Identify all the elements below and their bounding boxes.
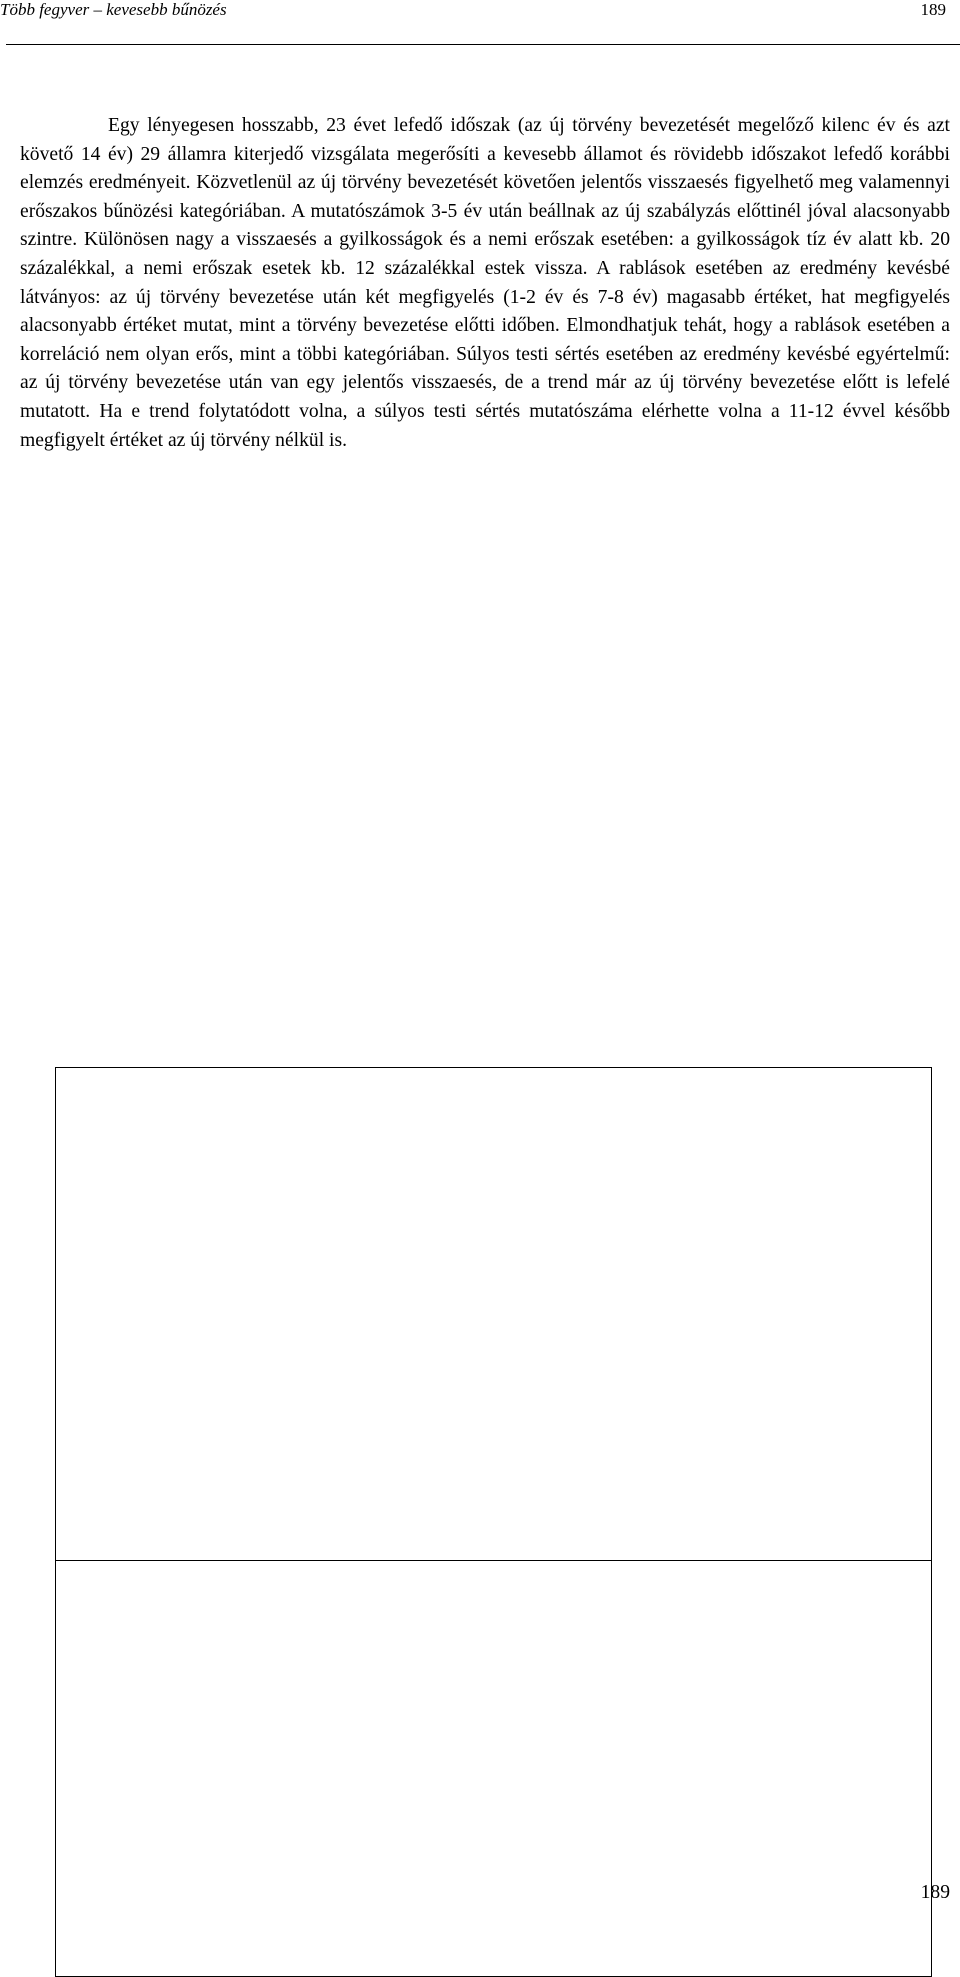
- chart-divider: [55, 1560, 932, 1561]
- murder-rate-chart: 4.54.74.95.15.35.55.75.96.16.36.5108-96-…: [55, 1067, 932, 1560]
- body-text: Egy lényegesen hosszabb, 23 évet lefedő …: [20, 112, 950, 455]
- header-rule: [6, 44, 960, 45]
- running-header-title: Több fegyver – kevesebb bűnözés: [0, 0, 227, 19]
- rape-rate-chart: 303335373941108-96-74-52-30-11-23-45-67-…: [55, 1560, 932, 1977]
- running-header-page-number: 189: [920, 0, 947, 19]
- footer-page-number: 189: [920, 1882, 950, 1903]
- body-paragraph: Egy lényegesen hosszabb, 23 évet lefedő …: [20, 115, 950, 451]
